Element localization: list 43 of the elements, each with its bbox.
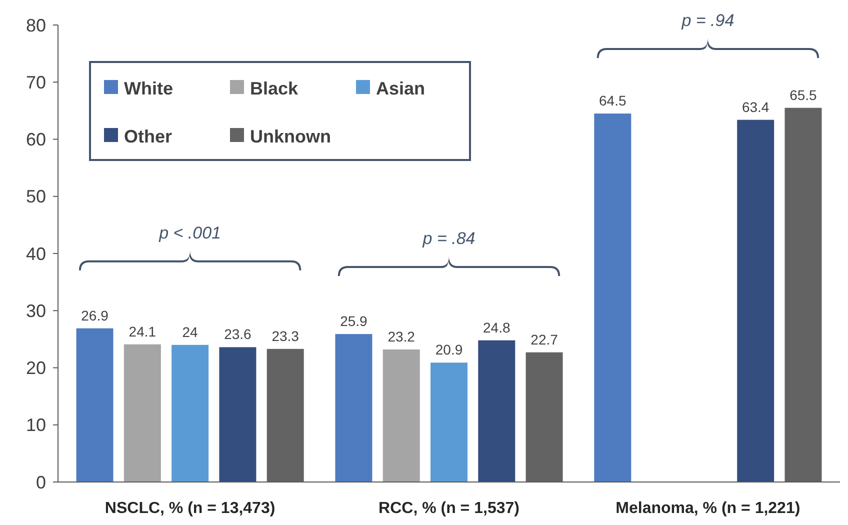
data-label: 65.5: [790, 86, 818, 103]
annotation: p = .84: [422, 229, 476, 248]
bar: [594, 114, 632, 482]
data-label: 64.5: [599, 92, 626, 109]
x-tick-label: RCC, % (n = 1,537): [378, 500, 520, 517]
legend-label: Unknown: [250, 126, 331, 146]
data-label: 22.7: [530, 331, 558, 348]
data-label: 23.3: [272, 328, 300, 344]
legend-label: White: [124, 78, 173, 98]
data-label: 26.9: [81, 307, 109, 324]
bar: [219, 347, 256, 482]
legend-label: Other: [124, 126, 172, 146]
bar: [382, 349, 420, 482]
data-label: 23.6: [224, 326, 252, 342]
y-tick-label: 10: [26, 415, 46, 436]
data-label: 24.8: [483, 319, 510, 336]
y-tick-label: 70: [26, 72, 46, 92]
bar: [430, 362, 468, 482]
legend-label: Asian: [376, 78, 426, 98]
bar: [335, 334, 372, 482]
y-tick-label: 50: [26, 186, 46, 207]
y-tick-label: 30: [26, 300, 46, 321]
data-label: 24.1: [128, 323, 156, 340]
bar: [76, 328, 114, 482]
bar: [172, 344, 209, 482]
data-label: 25.9: [340, 313, 368, 330]
y-tick-label: 20: [26, 358, 46, 378]
x-tick-label: NSCLC, % (n = 13,473): [104, 500, 276, 517]
legend-label: Black: [250, 78, 300, 98]
y-tick-label: 80: [26, 15, 46, 36]
y-tick-label: 60: [26, 130, 46, 150]
bar: [124, 344, 161, 482]
bar: [478, 340, 516, 482]
bar: [737, 120, 774, 482]
annotation: p = .94: [680, 11, 734, 30]
annotation: p < .001: [158, 223, 222, 242]
data-label: 63.4: [742, 98, 770, 115]
data-label: 23.2: [388, 328, 416, 344]
y-tick-label: 40: [26, 244, 46, 264]
y-tick-label: 0: [36, 472, 46, 492]
x-tick-label: Melanoma, % (n = 1,221): [616, 500, 800, 517]
data-label: 20.9: [435, 342, 463, 358]
data-label: 24: [182, 324, 198, 340]
